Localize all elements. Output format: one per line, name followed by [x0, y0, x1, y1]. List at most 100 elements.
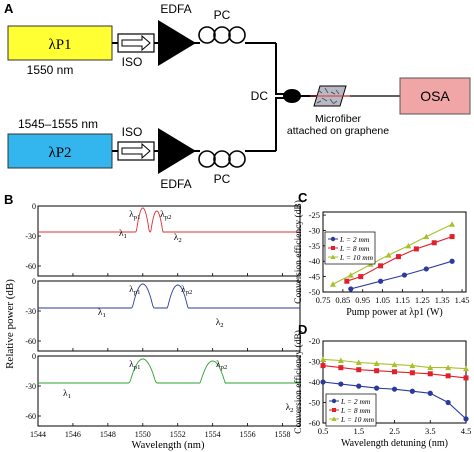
peak-label-λ1: λ1: [63, 389, 71, 400]
spectrum-trace-3: [38, 358, 300, 384]
y-tick-label: -20: [309, 336, 320, 346]
x-tick-label: 1544: [30, 430, 46, 439]
x-tick-label: 1.45: [455, 295, 470, 305]
panel-d-label: D: [298, 322, 307, 337]
dc-label: DC: [251, 89, 269, 103]
y-tick-label: -35: [309, 241, 320, 251]
y-tick-label: -30: [25, 382, 36, 391]
legend-marker: [330, 254, 336, 259]
spectrum-panel-2: 0 -30 -60 λ1 λp1 λp2 λ2: [25, 277, 301, 352]
y-tick-label: -50: [309, 287, 320, 297]
laser-1-box: [7, 25, 113, 61]
legend-marker: [331, 398, 337, 404]
polarization-controller-2: [198, 150, 246, 168]
peak-label-λp1: λp1: [129, 360, 140, 371]
series-2: [344, 234, 455, 284]
y-tick-label: -60: [25, 412, 36, 421]
data-point: [358, 274, 364, 280]
data-point: [427, 371, 433, 377]
data-point: [374, 385, 380, 391]
series-1: [320, 379, 469, 422]
data-point: [385, 252, 392, 258]
iso-label-2: ISO: [122, 125, 143, 139]
x-axis-label: Wavelength detuning (nm): [341, 438, 448, 449]
data-point: [463, 375, 469, 381]
legend-label: L = 10 mm: [339, 253, 374, 262]
data-point: [377, 278, 384, 284]
isolator-1: [117, 33, 155, 53]
data-point: [449, 234, 455, 240]
laser-2-box: [7, 133, 113, 169]
data-point: [337, 357, 344, 363]
data-point: [356, 367, 362, 373]
data-point: [348, 286, 354, 292]
peak-label-λ2: λ2: [216, 318, 224, 329]
edfa-2-triangle: [158, 128, 196, 174]
y-tick-label: -40: [309, 377, 320, 387]
panel-a-label: A: [4, 1, 14, 16]
panel-b-xlabel: Wavelength (nm): [132, 440, 205, 451]
data-point: [395, 254, 401, 260]
series-3: [329, 221, 456, 287]
x-axis-label: Pump power at λp1 (W): [346, 307, 443, 318]
spectrum-trace-1: [38, 207, 300, 233]
x-tick-label: 1.05: [375, 295, 390, 305]
x-tick-label: 1552: [170, 430, 186, 439]
edfa-1-triangle: [158, 20, 196, 66]
legend-label: L = 2 mm: [339, 235, 370, 244]
x-tick-label: 0.95: [355, 295, 370, 305]
x-tick-label: 4.5: [461, 426, 472, 436]
y-axis-label: Conversion efficiency (dB): [293, 330, 304, 434]
spectrum-frame: [37, 280, 301, 352]
y-tick-label: -50: [309, 398, 320, 408]
legend: L = 2 mmL = 8 mmL = 10 mm: [325, 393, 377, 427]
plot-frame: [322, 211, 467, 293]
data-point: [401, 272, 408, 278]
peak-label-λ1: λ1: [98, 308, 106, 319]
panel-d-chart: -20 -30 -40 -50 -600.5 1.5 2.5 3.5 4.5 Wavelength…: [293, 330, 471, 449]
peak-label-λ2: λ2: [174, 233, 182, 244]
data-point: [338, 365, 344, 371]
peak-label-λp2: λp2: [216, 360, 227, 371]
legend-marker: [330, 236, 336, 242]
data-point: [374, 368, 380, 374]
x-tick-label: 1.15: [395, 295, 410, 305]
osa-box: [399, 77, 471, 115]
data-point: [338, 381, 344, 387]
panel-b-ylabel: Relative power (dB): [4, 279, 16, 369]
edfa-label-1: EDFA: [160, 2, 191, 16]
legend-marker: [331, 246, 335, 250]
microfiber-label: Microfiber: [315, 113, 362, 125]
data-point: [378, 263, 384, 269]
data-point: [431, 240, 437, 246]
spectrum-frame: [37, 205, 301, 277]
panel-c-chart: -25 -30 -35 -40 -45 -500.75 0.85 0.95 1.05 1.15 1.…: [293, 200, 469, 318]
y-tick-label: -40: [309, 256, 320, 266]
data-point: [445, 364, 452, 371]
peak-label-λp1: λp1: [129, 285, 140, 296]
y-axis-label: Conversion efficiency (dB): [293, 200, 304, 304]
data-point: [463, 365, 469, 372]
panel-c-label: C: [298, 190, 308, 205]
legend-label: L = 10 mm: [340, 415, 375, 424]
data-point: [445, 399, 451, 406]
microfiber-graphene: [310, 85, 350, 107]
data-point: [413, 246, 419, 252]
series-line: [350, 260, 453, 290]
polarization-controller-1: [198, 26, 246, 44]
x-tick-label: 1550: [135, 430, 151, 439]
y-tick-label: 0: [32, 277, 36, 286]
laser-1-name: λP1: [48, 37, 71, 53]
legend-label: L = 8 mm: [339, 244, 370, 253]
data-point: [405, 242, 412, 249]
edfa-label-2: EDFA: [160, 177, 191, 191]
data-point: [320, 363, 326, 369]
panel-b: B Relative power (dB) Wavelength (nm) 0 -…: [4, 192, 301, 451]
data-point: [320, 356, 326, 362]
x-tick-label: 1546: [65, 430, 81, 439]
y-tick-label: -60: [25, 262, 36, 271]
panel-a: A λP1 1550 nm λP2 1545–1555 nm ISO: [4, 1, 471, 191]
spectrum-panel-3: 0 -30 -60 λ1 λp1 λp2 λ2: [25, 352, 301, 427]
spectrum-trace-2: [38, 283, 300, 309]
